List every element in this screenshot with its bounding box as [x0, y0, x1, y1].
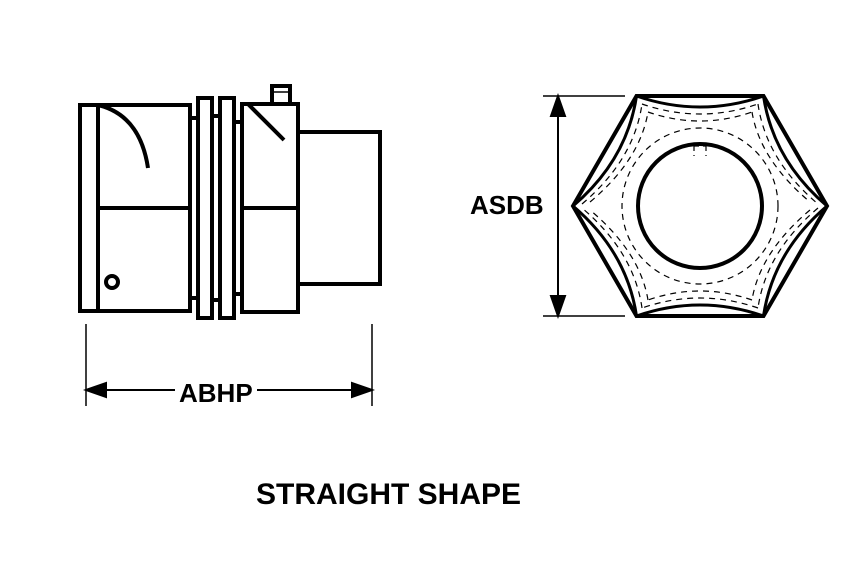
dim-label-asdb: ASDB [470, 190, 544, 221]
figure-title: STRAIGHT SHAPE [256, 478, 521, 512]
dim-label-abhp: ABHP [175, 378, 257, 409]
diagram-canvas: ABHP ASDB STRAIGHT SHAPE [0, 0, 844, 576]
